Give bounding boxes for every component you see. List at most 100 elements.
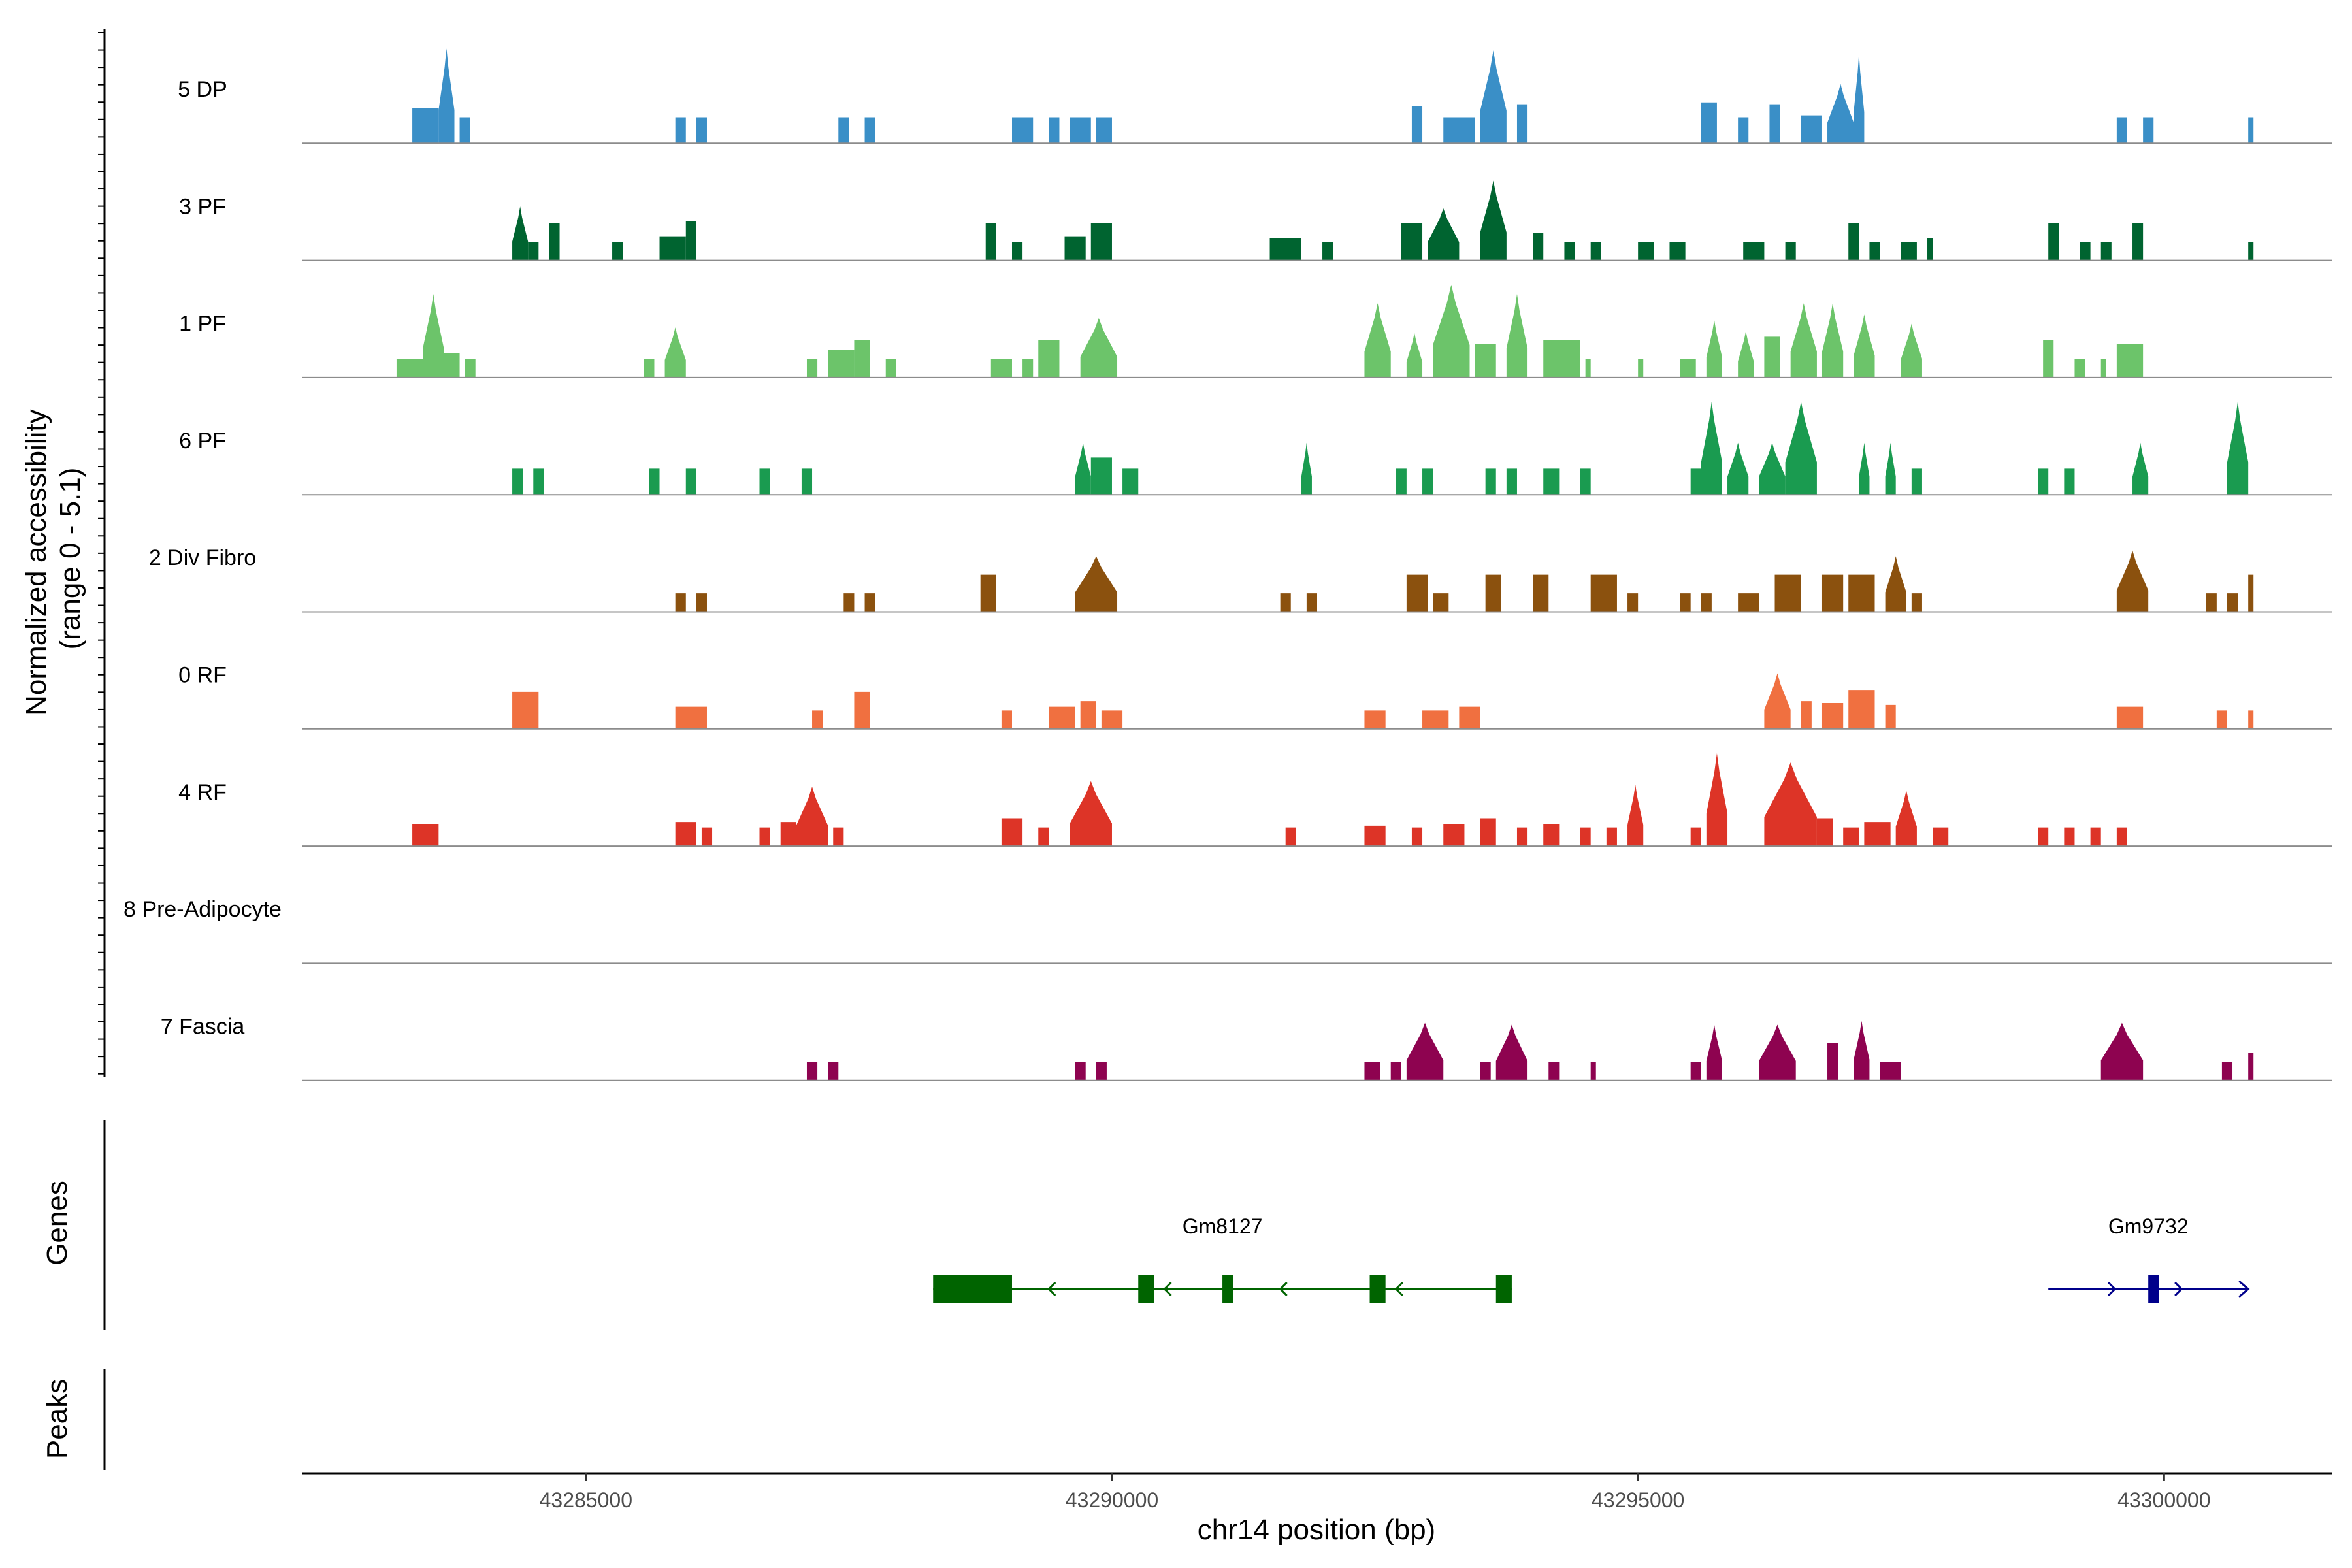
coverage-peak <box>806 359 818 378</box>
coverage-peak <box>1895 790 1917 847</box>
coverage-peak <box>2248 242 2254 261</box>
coverage-peak <box>1301 442 1312 495</box>
coverage-peak <box>1827 84 1854 144</box>
coverage-peak <box>2206 593 2217 612</box>
gene-exon <box>2148 1275 2159 1303</box>
coverage-peak <box>1411 106 1423 144</box>
coverage-peak <box>1821 303 1844 378</box>
strand-arrow <box>1163 1281 1172 1297</box>
coverage-peak <box>1364 303 1391 378</box>
coverage-peak <box>528 242 539 261</box>
coverage-peak <box>1038 827 1049 847</box>
coverage-tracks: 5 DP 3 PF 1 PF 6 PF 2 Div Fibro 0 RF 4 RF 8 Pre… <box>123 48 2332 1081</box>
coverage-peak <box>1690 468 1701 495</box>
coverage-peak <box>1428 208 1460 261</box>
coverage-peak <box>1422 468 1433 495</box>
coverage-peak <box>1443 823 1465 847</box>
coverage-peak <box>1406 1022 1444 1081</box>
coverage-peak <box>2048 223 2059 261</box>
coverage-peak <box>1364 1062 1380 1081</box>
coverage-peak <box>1011 117 1034 144</box>
coverage-peak <box>1901 323 1922 378</box>
coverage-peak <box>412 108 439 144</box>
coverage-peak <box>843 593 855 612</box>
coverage-peak <box>885 359 896 378</box>
track-label: 7 Fascia <box>161 1014 245 1039</box>
coverage-peak <box>1738 593 1759 612</box>
coverage-peak <box>1485 468 1496 495</box>
coverage-peak <box>1706 753 1728 847</box>
coverage-peak <box>1396 468 1407 495</box>
coverage-peak <box>1764 673 1791 729</box>
coverage-peak <box>1506 293 1528 378</box>
coverage-peak <box>1911 468 1922 495</box>
coverage-peak <box>1580 468 1591 495</box>
coverage-peak <box>1854 54 1865 144</box>
coverage-peak <box>780 822 796 847</box>
coverage-peak <box>664 327 686 378</box>
coverage-peak <box>2221 1062 2233 1081</box>
coverage-peak <box>2143 117 2154 144</box>
track-label: 8 Pre-Adipocyte <box>123 897 282 922</box>
gene-label: Gm8127 <box>1183 1215 1263 1238</box>
coverage-peak <box>1801 701 1812 729</box>
coverage-peak <box>1070 117 1091 144</box>
coverage-peak <box>512 468 523 495</box>
coverage-peak <box>412 823 439 847</box>
coverage-peak <box>1090 223 1112 261</box>
coverage-peak <box>1480 1062 1491 1081</box>
coverage-peak <box>1443 117 1475 144</box>
gene-gm9732: Gm9732 <box>2048 1215 2250 1303</box>
coverage-peak <box>512 691 539 729</box>
strand-arrow <box>1279 1281 1288 1297</box>
track-6-pf: 6 PF <box>179 402 2332 496</box>
coverage-peak <box>1459 706 1480 729</box>
coverage-peak <box>1433 593 1449 612</box>
coverage-peak <box>864 593 875 612</box>
coverage-peak <box>2132 442 2149 495</box>
coverage-peak <box>1543 340 1580 378</box>
coverage-peak <box>1096 1062 1107 1081</box>
coverage-peak <box>2038 827 2049 847</box>
coverage-peak <box>2074 359 2085 378</box>
coverage-peak <box>1075 1062 1086 1081</box>
track-8-pre-adipocyte: 8 Pre-Adipocyte <box>123 897 2332 964</box>
coverage-peak <box>1038 340 1060 378</box>
gene-exon <box>1222 1275 1233 1303</box>
coverage-peak <box>2132 223 2144 261</box>
coverage-peak <box>1885 556 1906 612</box>
coverage-peak <box>423 293 444 378</box>
coverage-peak <box>1774 574 1801 612</box>
coverage-peak <box>1580 827 1591 847</box>
coverage-peak <box>1854 314 1875 378</box>
track-2-div-fibro: 2 Div Fibro <box>149 546 2332 613</box>
coverage-peak <box>1759 1024 1796 1081</box>
coverage-peak <box>1543 823 1560 847</box>
coverage-peak <box>1843 827 1859 847</box>
coverage-peak <box>1821 702 1844 729</box>
y-axis-title-line2: (range 0 - 5.1) <box>54 468 86 650</box>
coverage-peak <box>533 468 544 495</box>
coverage-peak <box>1533 574 1549 612</box>
coverage-peak <box>828 350 855 378</box>
track-7-fascia: 7 Fascia <box>161 1014 2332 1081</box>
coverage-peak <box>1064 236 1086 261</box>
coverage-peak <box>644 359 655 378</box>
coverage-peak <box>1506 468 1517 495</box>
coverage-peak <box>806 1062 818 1081</box>
coverage-peak <box>696 593 707 612</box>
coverage-peak <box>1011 242 1023 261</box>
coverage-peak <box>1743 242 1765 261</box>
coverage-peak <box>1638 359 1644 378</box>
coverage-peak <box>1764 336 1780 378</box>
track-4-rf: 4 RF <box>178 753 2332 847</box>
coverage-peak <box>1049 706 1075 729</box>
coverage-peak <box>1638 242 1654 261</box>
coverage-peak <box>1701 593 1712 612</box>
coverage-peak <box>2064 468 2075 495</box>
coverage-peak <box>1096 117 1112 144</box>
coverage-peak <box>612 242 623 261</box>
coverage-peak <box>1548 1062 1560 1081</box>
coverage-peak <box>685 221 696 261</box>
x-axis-title: chr14 position (bp) <box>1198 1514 1435 1546</box>
